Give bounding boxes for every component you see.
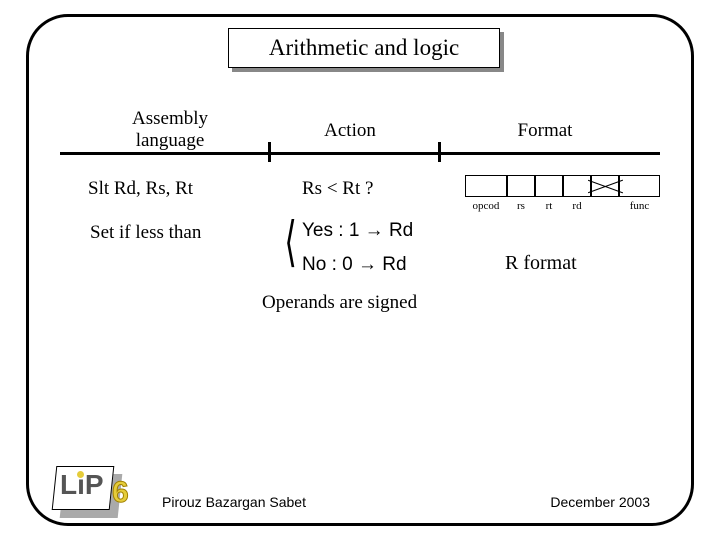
format-field [535,175,563,197]
footer-date: December 2003 [550,494,650,510]
brace-icon: ⟨ [284,215,297,269]
instruction-description: Set if less than [90,222,201,244]
col1-line2: language [90,130,250,152]
format-name: R format [505,252,577,275]
column-divider-1 [268,142,271,162]
instruction-mnemonic: Slt Rd, Rs, Rt [88,178,193,200]
format-field [619,175,660,197]
format-field-label: rs [507,200,535,212]
lip6-logo: LiP 6 [54,462,144,522]
format-diagram [465,175,660,197]
action-no: No : 0 → Rd [302,254,407,276]
footer-author: Pirouz Bazargan Sabet [162,494,306,510]
column-header-assembly: Assembly language [90,108,250,152]
header-rule [60,152,660,155]
action-yes: Yes : 1 → Rd [302,220,413,242]
format-field-label [591,200,619,212]
format-field-label: rd [563,200,591,212]
col1-line1: Assembly [90,108,250,130]
column-header-format: Format [485,120,605,142]
format-labels: opcodrsrtrd func [465,200,660,212]
operands-note: Operands are signed [262,292,417,314]
format-field [563,175,591,197]
format-field-label: func [619,200,660,212]
format-field [465,175,507,197]
logo-six: 6 [112,476,129,510]
slide-title-box: Arithmetic and logic [228,28,500,68]
format-field-label: opcod [465,200,507,212]
format-field-label: rt [535,200,563,212]
format-field [591,175,619,197]
format-field [507,175,535,197]
column-header-action: Action [290,120,410,142]
instruction-condition: Rs < Rt ? [302,178,373,200]
logo-dot-icon [77,471,84,478]
column-divider-2 [438,142,441,162]
slide-title: Arithmetic and logic [269,35,459,61]
